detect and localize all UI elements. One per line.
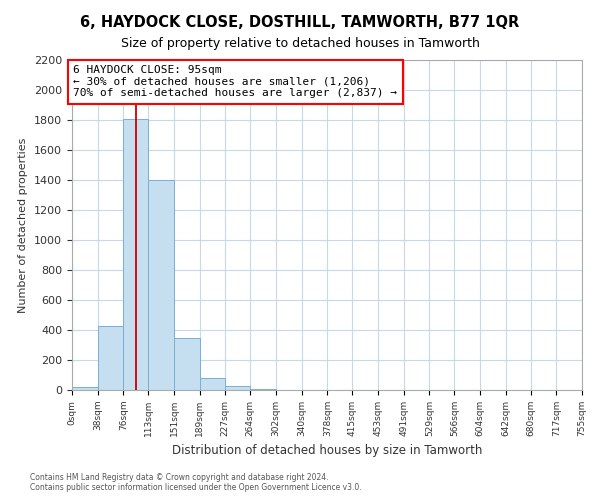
Bar: [174, 338, 200, 390]
Bar: [124, 118, 148, 390]
Bar: [200, 378, 226, 390]
Bar: [72, 387, 98, 390]
X-axis label: Distribution of detached houses by size in Tamworth: Distribution of detached houses by size …: [172, 444, 482, 458]
Text: Size of property relative to detached houses in Tamworth: Size of property relative to detached ho…: [121, 38, 479, 51]
Y-axis label: Number of detached properties: Number of detached properties: [19, 138, 28, 312]
Bar: [148, 180, 174, 390]
Bar: [226, 386, 250, 390]
Text: 6 HAYDOCK CLOSE: 95sqm
← 30% of detached houses are smaller (1,206)
70% of semi-: 6 HAYDOCK CLOSE: 95sqm ← 30% of detached…: [73, 65, 397, 98]
Bar: [98, 326, 124, 390]
Text: Contains HM Land Registry data © Crown copyright and database right 2024.
Contai: Contains HM Land Registry data © Crown c…: [30, 473, 362, 492]
Text: 6, HAYDOCK CLOSE, DOSTHILL, TAMWORTH, B77 1QR: 6, HAYDOCK CLOSE, DOSTHILL, TAMWORTH, B7…: [80, 15, 520, 30]
Bar: [250, 389, 276, 390]
